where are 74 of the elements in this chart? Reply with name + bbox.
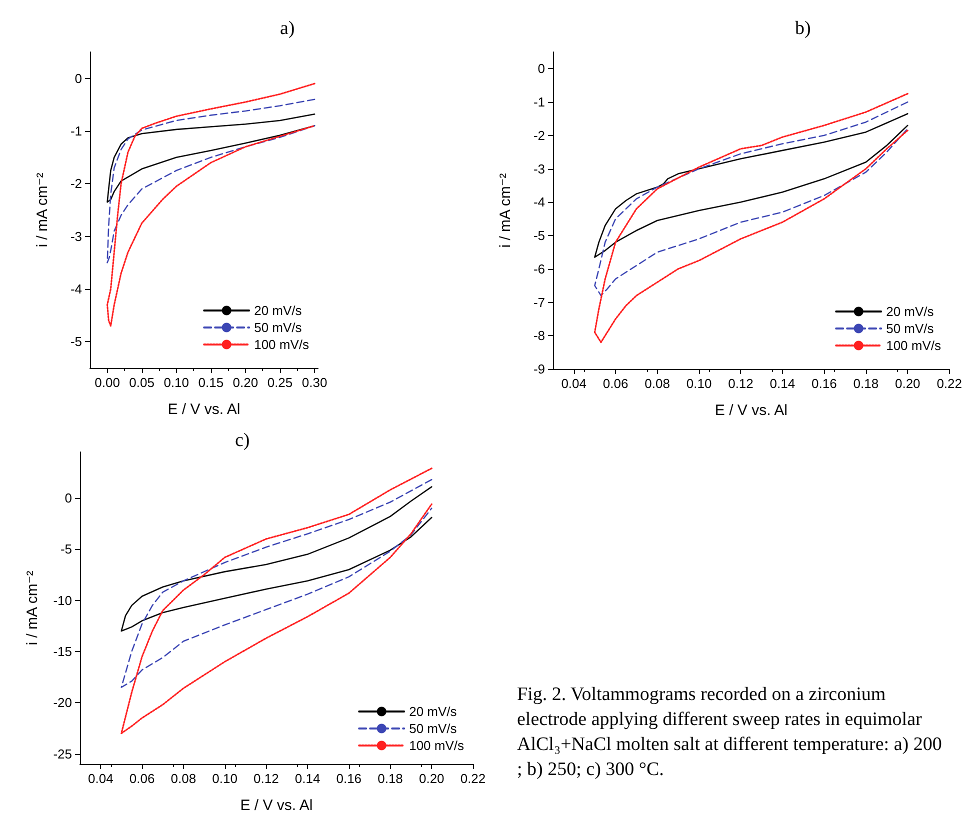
x-tick-label: 0.22 [460,771,486,786]
y-tick-label: -2 [70,176,82,192]
y-tick-label: -7 [533,294,545,310]
y-tick-label: -4 [533,194,545,210]
x-tick-label: 0.14 [770,376,796,391]
x-tick-label: 0.22 [936,376,962,391]
x-tick-label: 0.18 [853,376,879,391]
x-axis-title: E / V vs. Al [240,797,313,814]
chart-title: a) [280,18,295,39]
y-axis-title: i / mA cm⁻² [497,173,514,248]
y-tick-label: -1 [70,124,82,138]
x-tick-label: 0.00 [94,375,120,390]
chart-title: c) [235,430,250,451]
line-series [106,113,316,203]
x-tick-label: 0.15 [198,375,224,390]
x-tick-label: 0.08 [170,771,196,786]
x-tick-label: 0.20 [418,771,444,786]
x-tick-label: 0.16 [812,376,837,391]
x-tick-label: 0.12 [254,771,279,786]
x-tick-label: 0.30 [302,375,328,390]
y-tick-label: -6 [533,261,545,276]
x-tick-label: 0.04 [561,376,587,391]
y-tick-label: -5 [70,334,82,350]
legend-label: 50 mV/s [409,721,458,736]
legend-label: 100 mV/s [254,337,310,352]
x-tick-label: 0.10 [686,376,712,391]
y-axis-title: i / mA cm⁻² [34,172,51,248]
line-series [106,98,316,264]
x-tick-label: 0.18 [378,771,403,786]
x-tick-label: 0.05 [129,375,154,390]
y-tick-label: -20 [53,695,72,710]
x-axis-title: E / V vs. Al [168,401,240,418]
y-tick-label: -3 [533,161,545,176]
x-tick-label: 0.10 [164,375,190,390]
legend-label: 100 mV/s [886,338,942,353]
line-series [594,113,908,258]
y-tick-label: -5 [533,228,545,244]
x-tick-label: 0.14 [294,771,320,786]
chart-title: b) [795,18,811,39]
legend-label: 50 mV/s [886,321,934,336]
x-tick-label: 0.08 [644,376,670,391]
x-tick-label: 0.12 [728,376,754,391]
x-axis-title: E / V vs. Al [714,402,788,419]
line-series [594,101,908,296]
x-tick-label: 0.16 [336,771,362,786]
x-tick-label: 0.04 [88,771,114,786]
legend-label: 100 mV/s [409,738,464,753]
line-series [120,486,432,632]
x-tick-label: 0.20 [232,375,258,390]
line-series [120,478,432,688]
x-tick-label: 0.20 [894,376,920,391]
y-tick-label: 0 [74,70,82,86]
legend-label: 20 mV/s [254,303,302,318]
y-tick-label: -1 [533,94,545,110]
legend-label: 50 mV/s [254,320,302,335]
y-tick-label: -3 [70,228,82,244]
legend-label: 20 mV/s [409,704,458,719]
y-tick-label: -9 [533,362,545,376]
y-tick-label: -2 [533,128,545,143]
y-tick-label: 0 [64,490,72,506]
legend-label: 20 mV/s [886,304,934,319]
x-tick-label: 0.25 [267,375,293,390]
y-axis-title: i / mA cm⁻² [24,570,41,646]
y-tick-label: -10 [53,592,72,608]
x-tick-label: 0.10 [212,771,238,786]
caption: Fig. 2. Voltammograms recorded on a zirconium electrode applying different sweep rates in equimolar AlCl₃+NaCl molten salt at different temperature: a) 200; b) 250; c) 300 °C. [517,684,942,780]
y-tick-label: -5 [60,542,72,557]
y-tick-label: -8 [533,328,545,344]
y-tick-label: -15 [53,644,72,659]
x-tick-label: 0.06 [602,376,628,391]
y-tick-label: -4 [70,282,82,296]
x-tick-label: 0.06 [129,771,155,786]
y-tick-label: 0 [538,61,545,76]
y-tick-label: -25 [53,746,72,762]
